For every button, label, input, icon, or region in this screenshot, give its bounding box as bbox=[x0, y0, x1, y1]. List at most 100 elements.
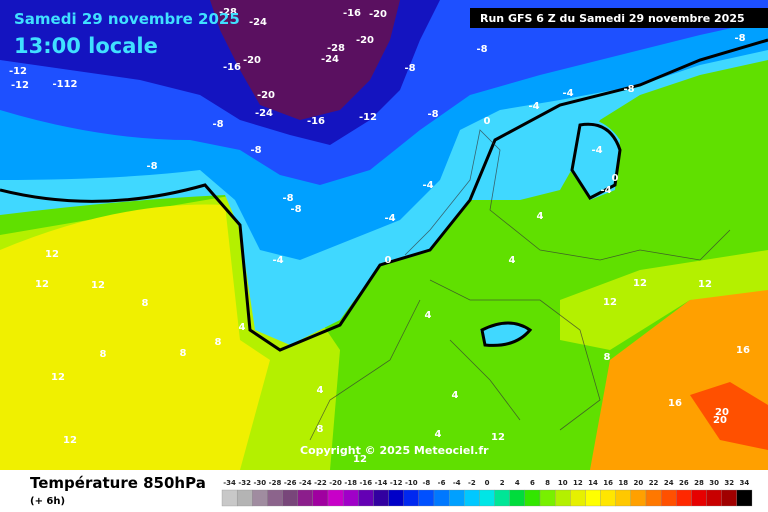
contour-label: -4 bbox=[422, 180, 433, 191]
scale-label: -12 bbox=[390, 479, 403, 487]
contour-label: 8 bbox=[604, 352, 611, 363]
scale-label: 0 bbox=[485, 479, 490, 487]
scale-label: 32 bbox=[724, 479, 734, 487]
contour-label: 12 bbox=[51, 372, 65, 383]
contour-label: -8 bbox=[290, 204, 301, 215]
contour-label: -20 bbox=[369, 9, 387, 20]
contour-label: -24 bbox=[249, 17, 267, 28]
scale-swatch bbox=[736, 489, 753, 507]
scale-label: -34 bbox=[223, 479, 236, 487]
contour-label: -8 bbox=[404, 63, 415, 74]
sea-cold-pocket bbox=[560, 117, 620, 200]
contour-label: 16 bbox=[668, 398, 682, 409]
date: Samedi 29 novembre 2025 bbox=[14, 10, 240, 28]
scale-label: 22 bbox=[649, 479, 659, 487]
contour-label: 4 bbox=[509, 255, 516, 266]
contour-label: 12 bbox=[491, 432, 505, 443]
contour-label: 12 bbox=[91, 280, 105, 291]
scale-label: -32 bbox=[238, 479, 251, 487]
scale-swatch bbox=[403, 489, 420, 507]
scale-label: -2 bbox=[468, 479, 476, 487]
contour-label: 16 bbox=[736, 345, 750, 356]
contour-label: -28 bbox=[219, 7, 237, 18]
scale-label: -24 bbox=[299, 479, 312, 487]
scale-swatch bbox=[539, 489, 556, 507]
contour-label: 4 bbox=[425, 310, 432, 321]
scale-label: 12 bbox=[573, 479, 583, 487]
scale-label: 18 bbox=[618, 479, 628, 487]
scale-swatch bbox=[645, 489, 662, 507]
scale-swatch bbox=[691, 489, 707, 507]
contour-label: -112 bbox=[52, 79, 77, 90]
hot-area bbox=[690, 382, 768, 450]
contour-label: -16 bbox=[223, 62, 241, 73]
contour-label: 12 bbox=[45, 249, 59, 260]
scale-label: 34 bbox=[740, 479, 750, 487]
contour-label: -12 bbox=[11, 80, 29, 91]
scale-label: -6 bbox=[438, 479, 446, 487]
coastlines bbox=[309, 129, 731, 441]
contour-label: -4 bbox=[562, 88, 573, 99]
contour-label: -24 bbox=[321, 54, 339, 65]
contour-label: 4 bbox=[317, 385, 324, 396]
scale-label: 8 bbox=[545, 479, 550, 487]
scale-swatch bbox=[358, 489, 374, 507]
scale-label: -16 bbox=[360, 479, 373, 487]
contour-label: -20 bbox=[356, 35, 374, 46]
scale-swatch bbox=[494, 489, 510, 507]
contour-label: 12 bbox=[63, 435, 77, 446]
freezing-line-islands bbox=[480, 122, 622, 347]
scale-swatch bbox=[479, 489, 495, 507]
scale-swatch bbox=[570, 489, 586, 507]
contour-label: 8 bbox=[317, 424, 324, 435]
contour-label: 0 bbox=[612, 173, 619, 184]
contour-label: 12 bbox=[353, 454, 367, 465]
contour-label: 4 bbox=[537, 211, 544, 222]
scale-label: -20 bbox=[329, 479, 342, 487]
scale-label: -26 bbox=[284, 479, 297, 487]
mild-east bbox=[560, 250, 768, 350]
scale-label: 24 bbox=[664, 479, 674, 487]
copyright: Copyright © 2025 Meteociel.fr bbox=[300, 444, 489, 457]
contour-label: -8 bbox=[282, 193, 293, 204]
scale-label: -4 bbox=[453, 479, 461, 487]
scale-swatch bbox=[660, 489, 677, 507]
contour-label: -12 bbox=[9, 66, 27, 77]
scale-label: -18 bbox=[344, 479, 357, 487]
run-box bbox=[470, 8, 768, 28]
scale-swatch bbox=[524, 489, 541, 507]
scale-swatch bbox=[252, 489, 268, 507]
contour-label: -8 bbox=[623, 84, 634, 95]
scale-label: -28 bbox=[269, 479, 282, 487]
scale-swatch bbox=[554, 489, 571, 507]
scale-swatch bbox=[676, 489, 692, 507]
scale-label: -30 bbox=[254, 479, 267, 487]
contour-label: 0 bbox=[484, 116, 491, 127]
contour-label: -16 bbox=[307, 116, 325, 127]
contour-label: -4 bbox=[272, 255, 283, 266]
contour-label: 4 bbox=[435, 429, 442, 440]
scale-swatch bbox=[221, 489, 238, 507]
scale-label: 4 bbox=[515, 479, 520, 487]
contour-label: -16 bbox=[343, 8, 361, 19]
legend-title: Température 850hPa bbox=[30, 474, 206, 492]
scale-swatch bbox=[388, 489, 404, 507]
scale-swatch bbox=[721, 489, 738, 507]
scale-swatch bbox=[464, 489, 480, 507]
scale-label: -8 bbox=[423, 479, 431, 487]
arctic-zone bbox=[210, 0, 400, 120]
scale-label: 10 bbox=[558, 479, 568, 487]
contour-label: -4 bbox=[384, 213, 395, 224]
scale-swatch bbox=[630, 489, 647, 507]
contour-label: -8 bbox=[476, 44, 487, 55]
scale-swatch bbox=[236, 489, 253, 507]
contour-label: 8 bbox=[142, 298, 149, 309]
contour-label: -28 bbox=[327, 43, 345, 54]
freezing-line bbox=[0, 38, 768, 352]
contour-label: 12 bbox=[35, 279, 49, 290]
contour-label: 0 bbox=[385, 255, 392, 266]
map: -8-8-8-8-8-4-40-4-80-4-4 -8-8-40-44444881… bbox=[0, 0, 768, 470]
contour-label: -4 bbox=[600, 185, 611, 196]
scale-swatch bbox=[267, 489, 283, 507]
scale-swatch bbox=[342, 489, 359, 507]
